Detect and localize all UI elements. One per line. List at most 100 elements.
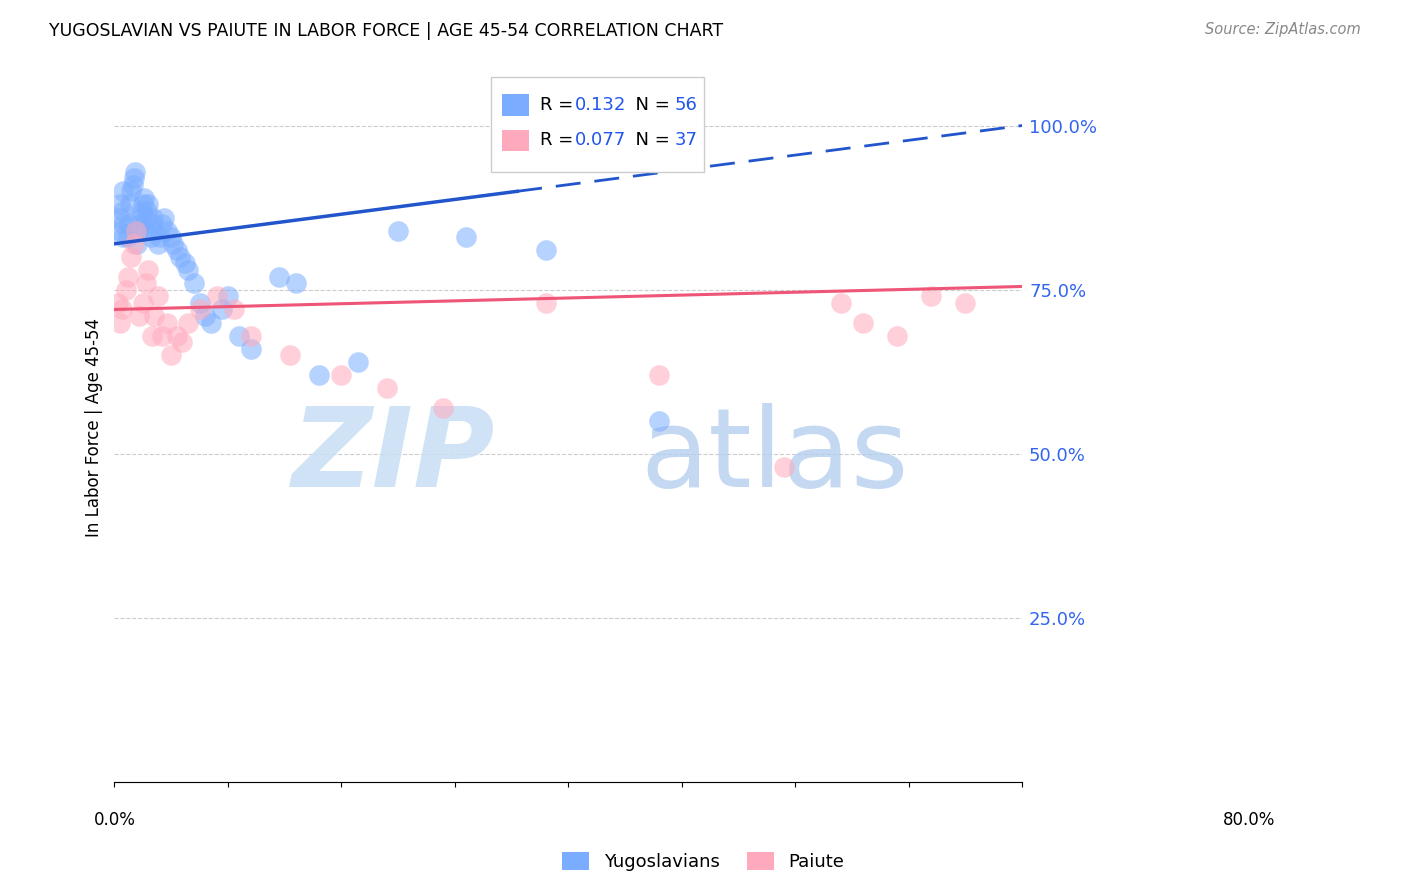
Point	[150, 328, 173, 343]
Point	[648, 414, 671, 428]
Point	[188, 302, 211, 317]
Point	[112, 217, 135, 231]
Point	[239, 342, 262, 356]
Point	[127, 236, 149, 251]
Point	[387, 224, 409, 238]
Point	[112, 203, 135, 218]
Point	[173, 256, 195, 270]
Point	[125, 224, 148, 238]
Point	[432, 401, 454, 415]
Point	[347, 355, 370, 369]
Point	[830, 296, 852, 310]
Point	[172, 335, 194, 350]
Point	[194, 309, 217, 323]
Bar	[502, 95, 529, 116]
Point	[160, 230, 183, 244]
Text: 56: 56	[675, 96, 697, 114]
Point	[456, 230, 478, 244]
Text: 37: 37	[675, 131, 697, 149]
Point	[150, 217, 173, 231]
Point	[160, 348, 183, 362]
Text: R =: R =	[540, 131, 579, 149]
Point	[120, 250, 142, 264]
Point	[228, 328, 250, 343]
Point	[267, 269, 290, 284]
Point	[129, 211, 152, 225]
Point	[108, 197, 131, 211]
Point	[118, 217, 141, 231]
Point	[222, 302, 245, 317]
Point	[188, 296, 211, 310]
Point	[852, 316, 875, 330]
Point	[278, 348, 301, 362]
Point	[200, 316, 222, 330]
Text: N =: N =	[624, 96, 675, 114]
Point	[886, 328, 908, 343]
Bar	[491, 77, 704, 172]
Bar	[502, 129, 529, 151]
Point	[211, 302, 233, 317]
Point	[146, 289, 169, 303]
Point	[153, 211, 176, 225]
Point	[169, 250, 191, 264]
Point	[111, 302, 134, 317]
Point	[117, 269, 139, 284]
Point	[143, 309, 166, 323]
Point	[138, 263, 160, 277]
Point	[155, 224, 177, 238]
Point	[122, 236, 145, 251]
Point	[108, 211, 131, 225]
Point	[135, 276, 157, 290]
Point	[166, 244, 188, 258]
Point	[146, 236, 169, 251]
Point	[217, 289, 239, 303]
Point	[239, 328, 262, 343]
Text: Source: ZipAtlas.com: Source: ZipAtlas.com	[1205, 22, 1361, 37]
Point	[205, 289, 228, 303]
Point	[107, 296, 129, 310]
Text: YUGOSLAVIAN VS PAIUTE IN LABOR FORCE | AGE 45-54 CORRELATION CHART: YUGOSLAVIAN VS PAIUTE IN LABOR FORCE | A…	[49, 22, 723, 40]
Point	[108, 316, 131, 330]
Point	[330, 368, 353, 383]
Point	[177, 316, 200, 330]
Point	[120, 184, 142, 198]
Text: 80.0%: 80.0%	[1223, 811, 1275, 829]
Y-axis label: In Labor Force | Age 45-54: In Labor Force | Age 45-54	[86, 318, 103, 537]
Text: R =: R =	[540, 96, 579, 114]
Point	[122, 171, 145, 186]
Point	[141, 328, 163, 343]
Legend: Yugoslavians, Paiute: Yugoslavians, Paiute	[555, 845, 851, 879]
Text: 0.0%: 0.0%	[93, 811, 135, 829]
Point	[120, 197, 142, 211]
Point	[143, 224, 166, 238]
Point	[155, 316, 177, 330]
Point	[772, 460, 794, 475]
Point	[142, 211, 165, 225]
Text: 0.132: 0.132	[575, 96, 626, 114]
Point	[127, 224, 149, 238]
Point	[132, 197, 155, 211]
Point	[112, 230, 135, 244]
Text: N =: N =	[624, 131, 675, 149]
Point	[141, 217, 163, 231]
Point	[136, 203, 159, 218]
Point	[375, 381, 398, 395]
Point	[138, 197, 160, 211]
Text: ZIP: ZIP	[292, 402, 496, 509]
Point	[124, 164, 146, 178]
Point	[162, 236, 184, 251]
Point	[112, 184, 135, 198]
Point	[128, 309, 150, 323]
Point	[166, 328, 188, 343]
Point	[131, 203, 153, 218]
Point	[134, 224, 156, 238]
Point	[135, 211, 157, 225]
Point	[121, 178, 143, 192]
Point	[920, 289, 942, 303]
Text: atlas: atlas	[641, 402, 910, 509]
Point	[117, 230, 139, 244]
Point	[534, 244, 557, 258]
Point	[183, 276, 205, 290]
Point	[648, 368, 671, 383]
Point	[114, 283, 136, 297]
